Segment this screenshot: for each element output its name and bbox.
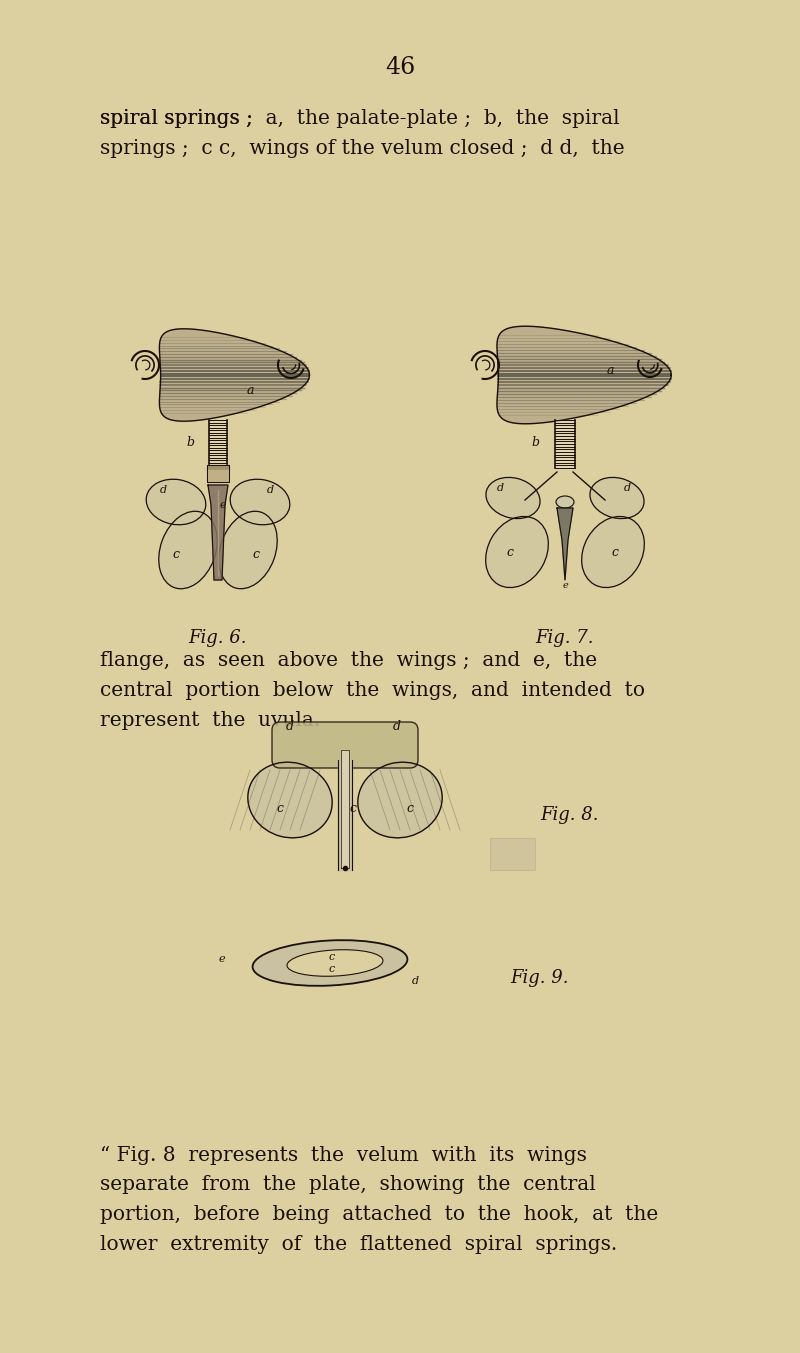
Ellipse shape — [287, 950, 383, 977]
Text: c: c — [611, 545, 618, 559]
Text: d: d — [159, 484, 166, 495]
Text: flange,  as  seen  above  the  wings ;  and  e,  the: flange, as seen above the wings ; and e,… — [100, 651, 597, 670]
Text: lower  extremity  of  the  flattened  spiral  springs.: lower extremity of the flattened spiral … — [100, 1235, 618, 1254]
Text: Fig. 6.: Fig. 6. — [189, 629, 247, 647]
Text: d: d — [266, 484, 274, 495]
Text: c: c — [329, 963, 335, 974]
Text: spiral springs ;: spiral springs ; — [100, 108, 266, 127]
Text: springs ;  c c,  wings of the velum closed ;  d d,  the: springs ; c c, wings of the velum closed… — [100, 138, 625, 157]
FancyBboxPatch shape — [272, 723, 418, 769]
Polygon shape — [338, 760, 352, 870]
Polygon shape — [207, 465, 229, 469]
Text: e: e — [220, 501, 226, 510]
Text: b: b — [531, 437, 539, 449]
Polygon shape — [497, 326, 671, 423]
Polygon shape — [555, 419, 575, 468]
Text: Fig. 9.: Fig. 9. — [510, 969, 569, 986]
Text: c: c — [329, 953, 335, 962]
Text: 46: 46 — [385, 57, 415, 80]
Polygon shape — [341, 750, 349, 869]
Text: e: e — [562, 580, 568, 590]
Text: b: b — [186, 436, 194, 448]
Polygon shape — [209, 419, 227, 465]
Polygon shape — [207, 469, 229, 482]
Text: c: c — [506, 545, 514, 559]
Ellipse shape — [358, 762, 442, 838]
Text: c: c — [173, 548, 179, 561]
Ellipse shape — [486, 478, 540, 518]
Text: e: e — [218, 954, 225, 963]
Text: Fig. 8.: Fig. 8. — [540, 806, 598, 824]
Text: a: a — [606, 364, 614, 376]
Ellipse shape — [146, 479, 206, 525]
Text: d: d — [623, 483, 630, 492]
Ellipse shape — [582, 517, 644, 587]
Ellipse shape — [248, 762, 332, 838]
Text: portion,  before  being  attached  to  the  hook,  at  the: portion, before being attached to the ho… — [100, 1206, 658, 1224]
Ellipse shape — [158, 511, 218, 589]
Text: d: d — [286, 721, 294, 733]
Text: c: c — [277, 801, 283, 815]
Text: c: c — [350, 801, 357, 815]
Text: d: d — [393, 721, 401, 733]
Text: central  portion  below  the  wings,  and  intended  to: central portion below the wings, and int… — [100, 681, 645, 700]
Text: separate  from  the  plate,  showing  the  central: separate from the plate, showing the cen… — [100, 1176, 596, 1195]
Ellipse shape — [230, 479, 290, 525]
Ellipse shape — [218, 511, 278, 589]
Text: d: d — [497, 483, 503, 492]
Text: d: d — [411, 976, 418, 986]
Ellipse shape — [556, 497, 574, 507]
Text: represent  the  uvula.: represent the uvula. — [100, 710, 320, 729]
Polygon shape — [208, 484, 228, 580]
Ellipse shape — [253, 940, 407, 986]
Text: spiral springs ;  a,  the palate-plate ;  b,  the  spiral: spiral springs ; a, the palate-plate ; b… — [100, 108, 620, 127]
Polygon shape — [557, 507, 573, 580]
Text: c: c — [406, 801, 414, 815]
Text: c: c — [253, 548, 259, 561]
Ellipse shape — [590, 478, 644, 518]
Text: a: a — [246, 383, 254, 396]
Polygon shape — [159, 329, 310, 421]
Text: “ Fig. 8  represents  the  velum  with  its  wings: “ Fig. 8 represents the velum with its w… — [100, 1146, 587, 1165]
Ellipse shape — [486, 517, 548, 587]
Bar — [490, 838, 535, 870]
Text: Fig. 7.: Fig. 7. — [536, 629, 594, 647]
